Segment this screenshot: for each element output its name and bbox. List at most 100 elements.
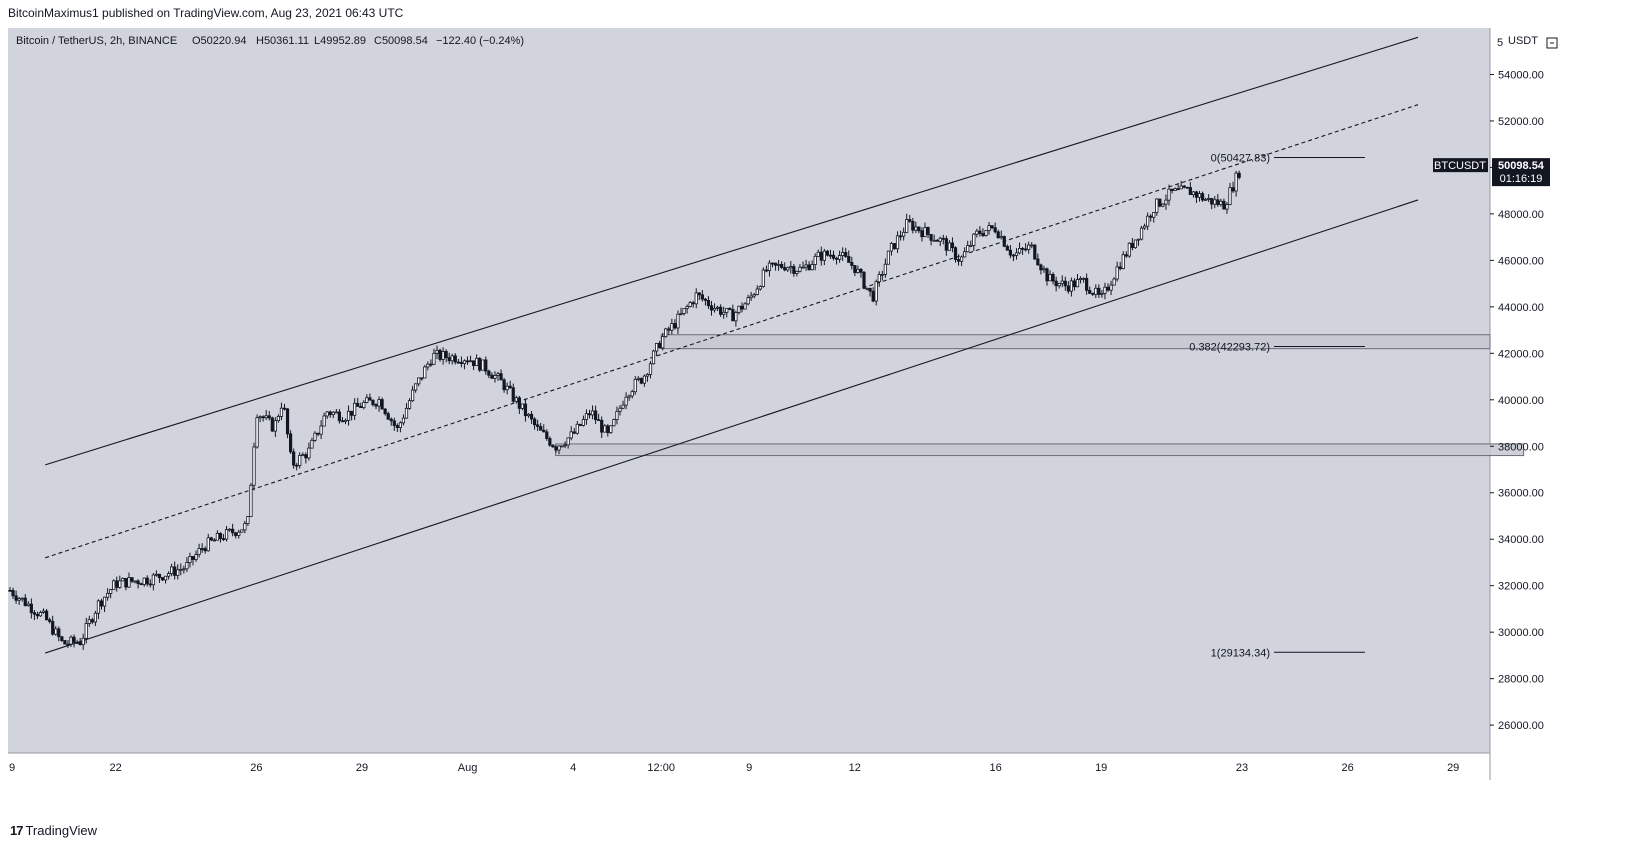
- candle-body: [90, 619, 94, 623]
- time-axis[interactable]: 9 22 26 29 Aug 4 12:00 9 12 16 19 23 26 29: [9, 762, 1459, 774]
- candle-body: [1072, 280, 1077, 288]
- candlestick-series: [8, 170, 1241, 650]
- fibonacci-levels[interactable]: 0(50427.83) 0.382(42293.72) 1(29134.34): [1189, 152, 1365, 659]
- candle-body: [243, 523, 247, 531]
- fib-level-label: 1(29134.34): [1211, 647, 1270, 659]
- price-chart[interactable]: 0(50427.83) 0.382(42293.72) 1(29134.34) Bi…: [8, 28, 1625, 818]
- candle-body: [761, 269, 765, 287]
- candle-body: [825, 250, 830, 256]
- candle-body: [770, 262, 775, 265]
- candle-body: [731, 309, 735, 322]
- candle-body: [834, 257, 839, 260]
- candle-body: [886, 250, 891, 265]
- candle-body: [295, 464, 299, 467]
- candle-body: [194, 554, 198, 560]
- candle-body: [224, 529, 229, 540]
- candle-body: [179, 568, 183, 571]
- candle-body: [661, 336, 665, 349]
- candle-body: [853, 265, 857, 273]
- candle-body: [340, 420, 345, 423]
- price-axis[interactable]: 5 USDT 54000.0052000.0050000.0048000.004…: [1490, 35, 1558, 732]
- candle-body: [1054, 280, 1058, 287]
- legend-symbol[interactable]: Bitcoin / TetherUS, 2h, BINANCE: [16, 35, 177, 47]
- candle-body: [859, 269, 863, 273]
- candle-body: [956, 259, 961, 262]
- ascending-channel[interactable]: [45, 36, 1419, 654]
- candle-body: [1088, 289, 1092, 294]
- candle-body: [349, 410, 354, 416]
- candle-body: [96, 600, 101, 614]
- candle-body: [612, 419, 616, 427]
- candle-body: [578, 423, 582, 426]
- candle-body: [847, 256, 851, 263]
- candle-body: [432, 352, 436, 365]
- candle-body: [484, 359, 488, 372]
- candle-body: [182, 568, 186, 571]
- candle-body: [325, 411, 329, 417]
- candle-body: [493, 375, 497, 379]
- candle-body: [618, 407, 622, 412]
- candle-body: [1078, 278, 1083, 280]
- candle-body: [87, 619, 91, 624]
- candle-body: [752, 294, 756, 297]
- candle-body: [139, 583, 143, 586]
- candle-body: [517, 397, 521, 409]
- candle-body: [1161, 203, 1165, 207]
- candle-body: [1130, 242, 1134, 249]
- candle-body: [554, 446, 558, 451]
- candle-body: [892, 243, 897, 250]
- candle-body: [1011, 254, 1016, 257]
- candle-body: [1143, 225, 1147, 229]
- candle-body: [880, 274, 884, 276]
- candle-body: [14, 595, 18, 601]
- candle-body: [536, 424, 540, 427]
- candle-body: [32, 612, 37, 615]
- candle-body: [1014, 252, 1019, 256]
- candle-body: [444, 351, 448, 358]
- candle-body: [606, 425, 610, 434]
- candle-body: [154, 573, 158, 576]
- candle-body: [508, 385, 512, 389]
- candle-body: [792, 266, 796, 274]
- symbol-tag: BTCUSDT: [1433, 158, 1488, 173]
- candle-body: [1021, 247, 1025, 250]
- price-tick-label: 46000.00: [1498, 255, 1544, 267]
- candle-body: [999, 236, 1003, 239]
- candle-body: [1197, 193, 1202, 198]
- candle-body: [902, 231, 906, 237]
- candle-body: [786, 267, 790, 271]
- candle-body: [542, 429, 546, 433]
- candle-body: [810, 264, 814, 271]
- plot-area[interactable]: [8, 28, 1490, 753]
- candle-body: [505, 385, 509, 391]
- candle-body: [60, 636, 64, 641]
- candle-body: [191, 556, 195, 560]
- candle-body: [764, 269, 769, 272]
- candle-body: [148, 583, 152, 586]
- candle-body: [359, 406, 363, 408]
- candle-body: [1231, 187, 1235, 192]
- candle-body: [209, 537, 213, 541]
- channel-middle-line: [45, 104, 1419, 559]
- candle-body: [816, 251, 820, 257]
- candle-body: [215, 532, 219, 541]
- candle-body: [383, 408, 387, 415]
- candle-body: [1139, 227, 1144, 240]
- candle-body: [844, 252, 848, 257]
- candle-body: [475, 357, 479, 366]
- candle-body: [664, 328, 668, 338]
- candle-body: [758, 286, 762, 290]
- tradingview-logo-text: TradingView: [25, 823, 98, 838]
- candle-body: [1057, 283, 1061, 287]
- legend-change: −122.40 (−0.24%): [436, 35, 524, 47]
- candle-body: [1222, 200, 1226, 210]
- candle-body: [1207, 198, 1211, 200]
- candle-body: [950, 242, 955, 249]
- candle-body: [871, 290, 875, 302]
- settings-icon[interactable]: [1546, 37, 1558, 49]
- time-tick-label: 4: [570, 762, 576, 774]
- candle-body: [615, 410, 619, 420]
- tradingview-logo[interactable]: 17 TradingView: [10, 823, 97, 838]
- candle-body: [84, 623, 88, 639]
- candle-body: [398, 422, 403, 428]
